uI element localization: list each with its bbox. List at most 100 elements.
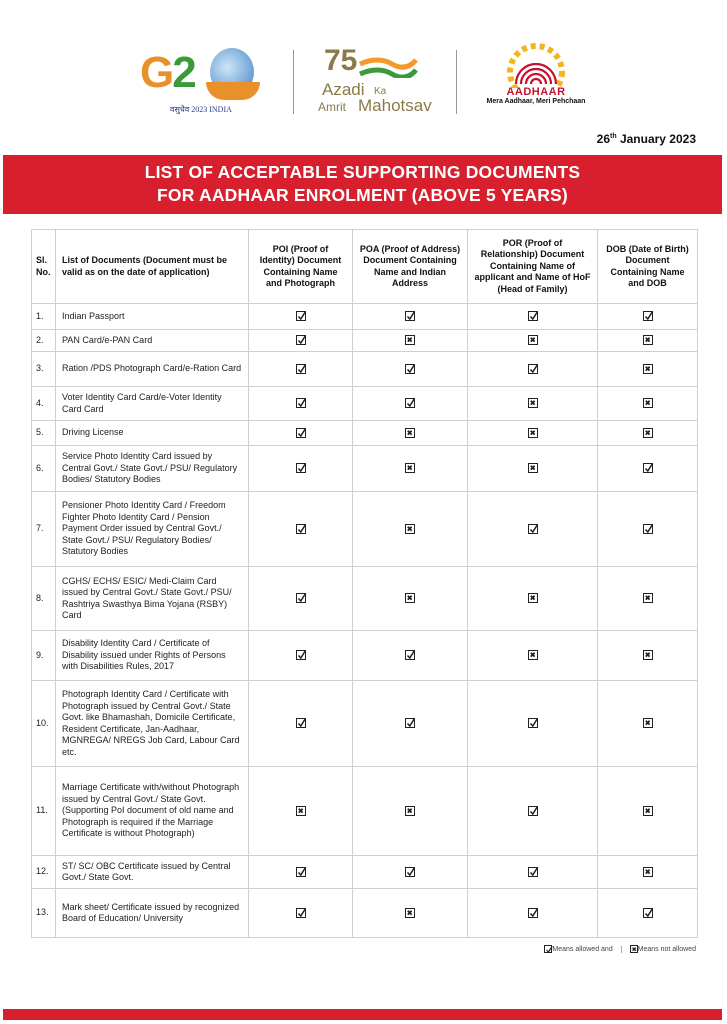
g20-logo: G2 वसुधैव 2023 INDIA [140, 40, 270, 120]
check-icon [295, 363, 306, 374]
poa-cell [352, 329, 468, 352]
poi-cell [248, 566, 353, 631]
poa-cell [352, 680, 468, 767]
check-icon [405, 398, 416, 409]
check-icon [527, 907, 538, 918]
check-icon [295, 335, 306, 346]
divider [293, 50, 294, 114]
check-icon [642, 311, 653, 322]
poa-cell [352, 888, 468, 938]
check-icon [405, 311, 416, 322]
poa-cell [352, 386, 468, 421]
sl-no: 6. [31, 445, 56, 492]
cross-icon [642, 363, 653, 374]
poa-cell [352, 351, 468, 387]
table-row: 6. Service Photo Identity Card issued by … [31, 445, 698, 492]
por-cell [467, 855, 598, 889]
cross-icon [405, 335, 415, 346]
document-name: PAN Card/e-PAN Card [55, 329, 249, 352]
table-row: 8. CGHS/ ECHS/ ESIC/ Medi-Claim Card issu… [31, 566, 698, 631]
footer-bar [3, 1009, 722, 1020]
document-name: ST/ SC/ OBC Certificate issued by Centra… [55, 855, 249, 889]
poi-cell [248, 351, 353, 387]
sl-no: 12. [31, 855, 56, 889]
cross-icon [527, 398, 538, 409]
dob-cell [597, 386, 698, 421]
por-cell [467, 566, 598, 631]
por-cell [467, 766, 598, 856]
table-row: 12. ST/ SC/ OBC Certificate issued by Cen… [31, 855, 698, 889]
check-icon [295, 907, 306, 918]
cross-icon [642, 650, 653, 661]
check-icon [544, 945, 554, 953]
check-icon [295, 718, 306, 729]
check-icon [527, 718, 538, 729]
check-icon [527, 805, 538, 816]
dob-cell [597, 303, 698, 330]
check-icon [527, 363, 538, 374]
table-row: 4. Voter Identity Card Card/e-Voter Ident… [31, 386, 698, 421]
por-cell [467, 445, 598, 492]
document-name: Ration /PDS Photograph Card/e-Ration Car… [55, 351, 249, 387]
por-cell [467, 888, 598, 938]
divider [456, 50, 457, 114]
cross-icon [629, 945, 638, 953]
header-dob: DOB (Date of Birth) Document Containing … [597, 229, 698, 304]
azadi-ka-amrit-mahotsav-logo: 75 Azadi Ka Amrit Mahotsav [318, 44, 432, 115]
sl-no: 13. [31, 888, 56, 938]
sl-no: 7. [31, 491, 56, 567]
header-documents: List of Documents (Document must be vali… [55, 229, 249, 304]
por-cell [467, 680, 598, 767]
dob-cell [597, 766, 698, 856]
page-title: LIST OF ACCEPTABLE SUPPORTING DOCUMENTS … [3, 155, 722, 214]
cross-icon [527, 427, 538, 438]
check-icon [405, 718, 416, 729]
sl-no: 3. [31, 351, 56, 387]
dob-cell [597, 420, 698, 446]
cross-icon [527, 593, 538, 604]
sl-no: 2. [31, 329, 56, 352]
sl-no: 11. [31, 766, 56, 856]
poa-cell [352, 630, 468, 681]
dob-cell [597, 445, 698, 492]
document-name: Voter Identity Card Card/e-Voter Identit… [55, 386, 249, 421]
por-cell [467, 351, 598, 387]
por-cell [467, 303, 598, 330]
cross-icon [405, 593, 415, 604]
check-icon [527, 523, 538, 534]
por-cell [467, 630, 598, 681]
cross-icon [405, 907, 415, 918]
dob-cell [597, 491, 698, 567]
table-row: 2. PAN Card/e-PAN Card [31, 329, 698, 352]
poa-cell [352, 303, 468, 330]
por-cell [467, 491, 598, 567]
por-cell [467, 329, 598, 352]
dob-cell [597, 888, 698, 938]
table-row: 1. Indian Passport [31, 303, 698, 330]
poi-cell [248, 888, 353, 938]
header-sl-no: Sl. No. [31, 229, 56, 304]
poi-cell [248, 491, 353, 567]
document-name: Disability Identity Card / Certificate o… [55, 630, 249, 681]
document-name: Photograph Identity Card / Certificate w… [55, 680, 249, 767]
aadhaar-logo: AADHAAR Mera Aadhaar, Meri Pehchaan [486, 42, 586, 122]
header-poa: POA (Proof of Address) Document Containi… [352, 229, 468, 304]
document-name: Mark sheet/ Certificate issued by recogn… [55, 888, 249, 938]
sl-no: 10. [31, 680, 56, 767]
sl-no: 4. [31, 386, 56, 421]
document-name: CGHS/ ECHS/ ESIC/ Medi-Claim Card issued… [55, 566, 249, 631]
poa-cell [352, 491, 468, 567]
cross-icon [642, 593, 653, 604]
check-icon [295, 523, 306, 534]
check-icon [295, 650, 306, 661]
check-icon [642, 463, 653, 474]
cross-icon [405, 427, 415, 438]
dob-cell [597, 351, 698, 387]
legend: Means allowed and Means not allowed [544, 945, 696, 953]
poi-cell [248, 329, 353, 352]
table-row: 7. Pensioner Photo Identity Card / Freedo… [31, 491, 698, 567]
dob-cell [597, 630, 698, 681]
header-poi: POI (Proof of Identity) Document Contain… [248, 229, 353, 304]
poa-cell [352, 420, 468, 446]
sl-no: 1. [31, 303, 56, 330]
